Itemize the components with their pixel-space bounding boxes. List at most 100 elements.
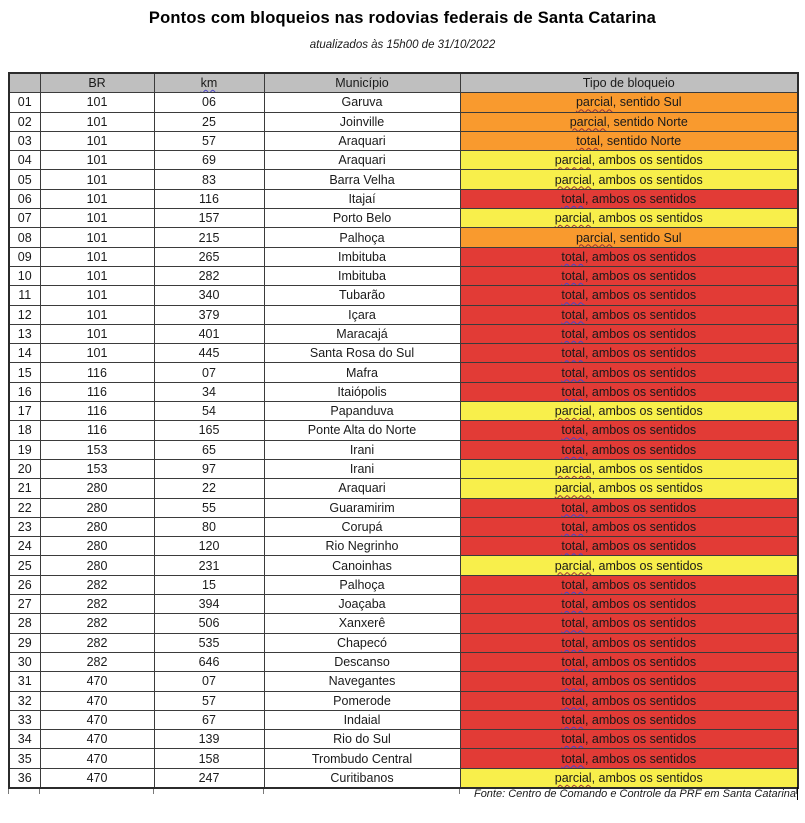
bloqueio-cell: parcial, ambos os sentidos: [459, 150, 799, 171]
misspelled-word: total: [561, 442, 585, 457]
misspelled-word: total: [561, 655, 585, 670]
km-cell: 231: [153, 555, 265, 576]
br-cell: 153: [39, 458, 155, 480]
row-number-cell: 36: [8, 767, 41, 789]
km-cell: 15: [153, 574, 265, 596]
br-cell: 470: [39, 748, 155, 769]
br-cell: 116: [39, 401, 155, 422]
misspelled-word: parcial: [569, 114, 607, 129]
br-cell: 101: [39, 304, 155, 325]
misspelled-word: total: [561, 732, 585, 747]
row-number-cell: 34: [8, 729, 41, 750]
misspelled-word: total: [561, 539, 585, 554]
misspelled-word: total: [561, 288, 585, 303]
bloqueio-cell: total, ambos os sentidos: [459, 188, 799, 210]
km-cell: 215: [153, 227, 265, 248]
bloqueio-cell: parcial, ambos os sentidos: [459, 767, 799, 789]
row-number-cell: 01: [8, 92, 41, 113]
bloqueio-cell: total, ambos os sentidos: [459, 516, 799, 538]
column-border-stub: [39, 788, 40, 794]
table-row: 02 101 25 Joinville parcial, sentido Norte: [8, 111, 799, 132]
bloqueio-cell: parcial, ambos os sentidos: [459, 555, 799, 576]
row-number-cell: 18: [8, 420, 41, 441]
km-cell: 97: [153, 458, 265, 480]
misspelled-word: total: [561, 423, 585, 438]
row-number-cell: 35: [8, 748, 41, 769]
km-cell: 340: [153, 285, 265, 306]
br-cell: 116: [39, 362, 155, 383]
bloqueio-cell: total, ambos os sentidos: [459, 536, 799, 557]
row-number-cell: 33: [8, 709, 41, 731]
text-cursor: [797, 787, 798, 800]
misspelled-word: parcial: [554, 462, 592, 477]
br-cell: 101: [39, 188, 155, 210]
table-row: 22 280 55 Guaramirim total, ambos os sentido…: [8, 497, 799, 518]
br-cell: 116: [39, 381, 155, 403]
misspelled-word: total: [561, 635, 585, 650]
bloqueio-cell: total, ambos os sentidos: [459, 651, 799, 673]
br-cell: 101: [39, 111, 155, 132]
br-cell: 153: [39, 439, 155, 460]
br-cell: 101: [39, 343, 155, 364]
br-cell: 470: [39, 671, 155, 692]
row-number-cell: 25: [8, 555, 41, 576]
table-row: 16 116 34 Itaiópolis total, ambos os sentido…: [8, 381, 799, 403]
row-number-cell: 09: [8, 246, 41, 267]
bloqueio-cell: total, ambos os sentidos: [459, 748, 799, 769]
row-number-cell: 21: [8, 478, 41, 499]
row-number-cell: 07: [8, 208, 41, 229]
municipio-cell: Içara: [263, 304, 461, 325]
page-title: Pontos com bloqueios nas rodovias federa…: [148, 9, 657, 27]
column-border-stub: [153, 788, 154, 794]
header-municipio: Município: [263, 72, 461, 94]
br-cell: 101: [39, 227, 155, 248]
row-number-cell: 32: [8, 690, 41, 711]
bloqueio-cell: total, ambos os sentidos: [459, 594, 799, 615]
row-number-cell: 15: [8, 362, 41, 383]
row-number-cell: 17: [8, 401, 41, 422]
br-cell: 470: [39, 767, 155, 789]
br-cell: 101: [39, 169, 155, 190]
misspelled-word: total: [576, 134, 600, 149]
table-row: 05 101 83 Barra Velha parcial, ambos os sent…: [8, 169, 799, 190]
municipio-cell: Santa Rosa do Sul: [263, 343, 461, 364]
br-cell: 116: [39, 420, 155, 441]
br-cell: 101: [39, 246, 155, 267]
km-cell: 83: [153, 169, 265, 190]
bloqueio-cell: parcial, ambos os sentidos: [459, 169, 799, 190]
br-cell: 280: [39, 516, 155, 538]
table-row: 08 101 215 Palhoça parcial, sentido Sul: [8, 227, 799, 248]
table-row: 29 282 535 Chapecó total, ambos os sentidos: [8, 632, 799, 653]
misspelled-word: total: [561, 346, 585, 361]
bloqueio-cell: total, ambos os sentidos: [459, 709, 799, 731]
misspelled-word: total: [561, 249, 585, 264]
municipio-cell: Garuva: [263, 92, 461, 113]
br-cell: 101: [39, 285, 155, 306]
km-cell: 57: [153, 130, 265, 152]
header-br: BR: [39, 72, 155, 94]
km-cell: 247: [153, 767, 265, 789]
municipio-cell: Corupá: [263, 516, 461, 538]
municipio-cell: Xanxerê: [263, 613, 461, 634]
bloqueio-cell: total, ambos os sentidos: [459, 246, 799, 267]
bloqueio-cell: total, ambos os sentidos: [459, 613, 799, 634]
municipio-cell: Joaçaba: [263, 594, 461, 615]
br-cell: 280: [39, 536, 155, 557]
km-cell: 506: [153, 613, 265, 634]
br-cell: 280: [39, 478, 155, 499]
table-row: 23 280 80 Corupá total, ambos os sentidos: [8, 516, 799, 538]
table-row: 20 153 97 Irani parcial, ambos os sentidos: [8, 458, 799, 480]
table-row: 27 282 394 Joaçaba total, ambos os sentidos: [8, 594, 799, 615]
table-row: 19 153 65 Irani total, ambos os sentidos: [8, 439, 799, 460]
br-cell: 282: [39, 651, 155, 673]
bloqueio-cell: parcial, ambos os sentidos: [459, 401, 799, 422]
update-timestamp: atualizados às 15h00 de 31/10/2022: [309, 39, 496, 51]
table-row: 35 470 158 Trombudo Central total, ambos os …: [8, 748, 799, 769]
row-number-cell: 03: [8, 130, 41, 152]
column-border-stub: [263, 788, 264, 794]
municipio-cell: Ponte Alta do Norte: [263, 420, 461, 441]
br-cell: 282: [39, 632, 155, 653]
column-border-stub: [459, 788, 460, 794]
header-km: km: [153, 72, 265, 94]
br-cell: 101: [39, 208, 155, 229]
